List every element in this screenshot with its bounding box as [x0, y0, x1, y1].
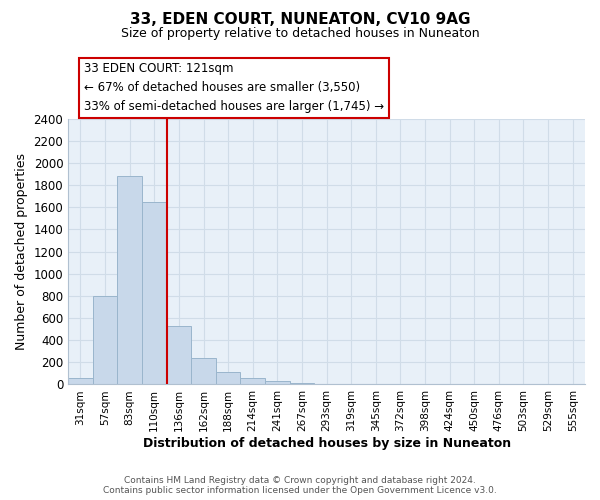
Bar [216, 372, 241, 384]
Bar [68, 378, 93, 384]
Bar [93, 296, 118, 384]
X-axis label: Distribution of detached houses by size in Nuneaton: Distribution of detached houses by size … [143, 437, 511, 450]
Bar [191, 358, 216, 384]
Bar [142, 202, 167, 384]
Bar [265, 381, 290, 384]
Text: 33, EDEN COURT, NUNEATON, CV10 9AG: 33, EDEN COURT, NUNEATON, CV10 9AG [130, 12, 470, 28]
Text: Size of property relative to detached houses in Nuneaton: Size of property relative to detached ho… [121, 28, 479, 40]
Bar [290, 383, 314, 384]
Text: 33 EDEN COURT: 121sqm
← 67% of detached houses are smaller (3,550)
33% of semi-d: 33 EDEN COURT: 121sqm ← 67% of detached … [83, 62, 384, 114]
Bar [118, 176, 142, 384]
Bar [167, 326, 191, 384]
Bar [241, 378, 265, 384]
Text: Contains HM Land Registry data © Crown copyright and database right 2024.
Contai: Contains HM Land Registry data © Crown c… [103, 476, 497, 495]
Y-axis label: Number of detached properties: Number of detached properties [15, 153, 28, 350]
